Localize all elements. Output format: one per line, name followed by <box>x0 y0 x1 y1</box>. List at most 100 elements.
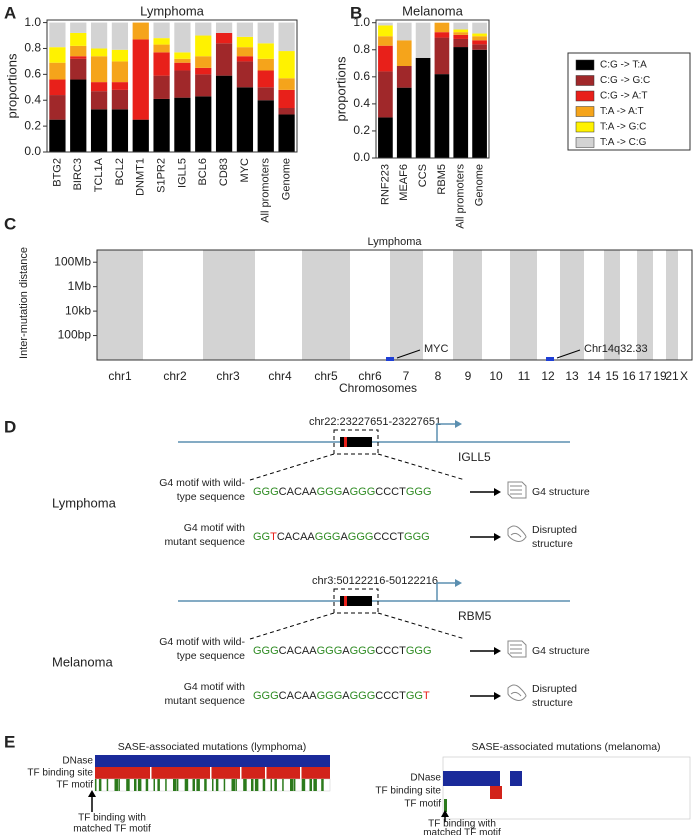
sequence-part: GGG <box>253 645 279 657</box>
bar-segment <box>153 44 170 53</box>
sequence-part: A <box>342 486 350 498</box>
sequence-part: CACAA <box>279 486 318 498</box>
sequence-part: GGG <box>350 645 376 657</box>
locus: chr22:23227651-23227651 <box>309 416 441 428</box>
bar-segment <box>257 70 274 88</box>
sequence-part: CACAA <box>279 645 318 657</box>
arrow-head <box>494 533 501 541</box>
x-tick-label: CCS <box>417 164 429 187</box>
legend-label: T:A -> A:T <box>600 106 644 117</box>
gap <box>300 767 302 779</box>
mutation <box>344 437 347 447</box>
x-tick-label: 21 <box>665 369 679 383</box>
sequence-part: A <box>342 645 350 657</box>
structure-icon <box>507 640 527 658</box>
motif-cell <box>274 779 277 791</box>
bar-segment <box>111 61 129 83</box>
bar-segment <box>434 37 450 75</box>
row-label: DNase <box>62 756 93 767</box>
dnase-row <box>95 755 330 767</box>
arrow <box>556 349 581 359</box>
bar-segment <box>70 58 87 80</box>
sequence-part: GGG <box>317 690 343 702</box>
zoom-line <box>249 453 335 481</box>
bar-segment <box>378 22 393 26</box>
x-tick-label: S1PR2 <box>155 158 167 193</box>
arrow-head <box>494 692 501 700</box>
motif-cell <box>173 779 177 791</box>
bar-segment <box>153 22 170 39</box>
sequence-part: GGG <box>315 531 341 543</box>
bar-segment <box>378 25 393 37</box>
bar-segment <box>453 38 469 48</box>
motif-cell <box>212 779 214 791</box>
motif-cell <box>98 779 102 791</box>
y-tick-label: 0.0 <box>24 144 41 158</box>
legend-swatch <box>575 137 595 148</box>
bar-segment <box>195 74 212 97</box>
x-tick-label: DNMT1 <box>135 158 147 196</box>
y-tick-label: 1.0 <box>24 15 41 29</box>
bar-segment <box>70 79 87 152</box>
x-tick-label: MEAF6 <box>398 164 410 201</box>
gene-name: IGLL5 <box>458 450 491 464</box>
bar-segment <box>236 36 254 48</box>
bar-segment <box>70 22 87 33</box>
tf-row <box>95 767 330 779</box>
sequence-part: GG <box>253 531 270 543</box>
panel-label: C <box>4 214 16 233</box>
chromosome-band <box>510 250 537 360</box>
bar-segment <box>236 87 254 152</box>
bar-segment <box>49 95 66 120</box>
bar-segment <box>415 57 431 158</box>
motif-cell <box>196 779 200 791</box>
sequence-part: CCCT <box>373 531 404 543</box>
x-tick-label: chr6 <box>358 369 382 383</box>
sequence: GGGCACAAGGGAGGGCCCTGGG <box>253 645 432 657</box>
bar-segment <box>215 75 233 152</box>
motif-cell <box>313 779 317 791</box>
x-tick-label: All promoters <box>260 158 272 223</box>
motif-label: G4 motif with <box>184 681 245 693</box>
x-tick-label: 9 <box>465 369 472 383</box>
x-tick-label: chr4 <box>268 369 292 383</box>
motif-cell <box>157 779 160 791</box>
y-tick-label: 0.6 <box>24 67 41 81</box>
bar-segment <box>396 22 412 41</box>
bar-segment <box>195 22 212 36</box>
motif-cell <box>444 799 447 812</box>
motif-cell <box>165 779 167 791</box>
x-tick-label: IGLL5 <box>176 158 188 188</box>
legend-label: T:A -> G:C <box>600 122 646 133</box>
legend-swatch <box>575 90 595 102</box>
row-label: TF motif <box>404 799 441 810</box>
x-tick-label: 16 <box>622 369 636 383</box>
motif-label: type sequence <box>177 491 245 503</box>
bar-segment <box>472 36 487 41</box>
x-tick-label: 17 <box>638 369 652 383</box>
x-tick-label: chr2 <box>163 369 187 383</box>
bar-segment <box>434 32 450 38</box>
structure-icon <box>507 525 527 542</box>
bar-segment <box>70 45 87 57</box>
gene-name: RBM5 <box>458 609 492 623</box>
row-label: TF motif <box>56 780 93 791</box>
x-tick-label: BCL2 <box>114 158 126 186</box>
motif-label: mutant sequence <box>164 695 245 707</box>
motif-label: G4 motif with wild- <box>159 636 245 648</box>
sequence-part: GGG <box>406 645 432 657</box>
bar-segment <box>396 40 412 66</box>
x-tick-label: 14 <box>587 369 601 383</box>
bar-segment <box>111 22 129 50</box>
motif-cell <box>290 779 294 791</box>
tss-head <box>455 579 462 587</box>
bar-segment <box>195 67 212 75</box>
motif-cell <box>309 779 312 791</box>
x-tick-label: RNF223 <box>379 164 391 205</box>
bar-segment <box>378 45 393 72</box>
y-axis-label: proportions <box>333 56 348 122</box>
structure-label: G4 structure <box>532 645 590 657</box>
bar-segment <box>278 108 295 115</box>
x-tick-label: 7 <box>403 369 410 383</box>
